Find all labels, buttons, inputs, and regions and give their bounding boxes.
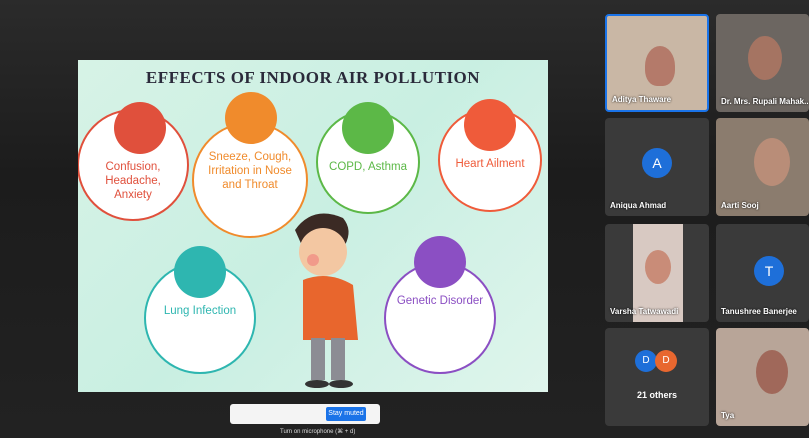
participant-name: Aarti Sooj bbox=[721, 201, 759, 210]
slide-title: EFFECTS OF INDOOR AIR POLLUTION bbox=[78, 68, 548, 88]
participant-tile[interactable]: T Tanushree Banerjee bbox=[716, 224, 809, 322]
shared-slide: EFFECTS OF INDOOR AIR POLLUTION Confusio… bbox=[78, 60, 548, 392]
participant-name: Aditya Thaware bbox=[612, 95, 671, 104]
video-person bbox=[645, 46, 675, 86]
effect-label: COPD, Asthma bbox=[323, 160, 413, 174]
effect-icon bbox=[225, 92, 277, 144]
effect-icon bbox=[114, 102, 166, 154]
video-person bbox=[754, 138, 790, 186]
participant-tile[interactable]: A Aniqua Ahmad bbox=[605, 118, 709, 216]
participant-name: Varsha Tatwawadi bbox=[610, 307, 678, 316]
effect-icon bbox=[414, 236, 466, 288]
mic-prompt: Stay muted bbox=[230, 404, 380, 424]
video-person bbox=[645, 250, 671, 284]
effect-icon bbox=[174, 246, 226, 298]
participant-tile[interactable]: Aarti Sooj bbox=[716, 118, 809, 216]
avatar: D bbox=[635, 350, 657, 372]
participant-tile[interactable]: Tya bbox=[716, 328, 809, 426]
mic-hint: Turn on microphone (⌘ + d) bbox=[280, 428, 355, 435]
others-tile[interactable]: D D 21 others bbox=[605, 328, 709, 426]
participant-tile[interactable]: Varsha Tatwawadi bbox=[605, 224, 709, 322]
cartoon-boy bbox=[273, 200, 383, 390]
participant-tile[interactable]: Dr. Mrs. Rupali Mahak... bbox=[716, 14, 809, 112]
stay-muted-button[interactable]: Stay muted bbox=[326, 407, 366, 421]
effect-label: Confusion, Headache, Anxiety bbox=[87, 160, 179, 202]
avatar: D bbox=[655, 350, 677, 372]
video-person bbox=[748, 36, 782, 80]
participant-name: Tanushree Banerjee bbox=[721, 307, 797, 316]
effect-label: Lung Infection bbox=[155, 304, 245, 318]
effect-label: Genetic Disorder bbox=[395, 294, 485, 308]
effect-label: Heart Ailment bbox=[445, 157, 535, 171]
others-label: 21 others bbox=[605, 390, 709, 400]
effect-icon bbox=[464, 99, 516, 151]
participant-tile[interactable]: Aditya Thaware bbox=[605, 14, 709, 112]
avatar: T bbox=[754, 256, 784, 286]
meeting-screen: EFFECTS OF INDOOR AIR POLLUTION Confusio… bbox=[0, 0, 809, 438]
participant-name: Tya bbox=[721, 411, 734, 420]
video-person bbox=[756, 350, 788, 394]
participant-name: Dr. Mrs. Rupali Mahak... bbox=[721, 97, 809, 106]
effect-label: Sneeze, Cough, Irritation in Nose and Th… bbox=[198, 150, 302, 192]
avatar: A bbox=[642, 148, 672, 178]
participant-name: Aniqua Ahmad bbox=[610, 201, 666, 210]
effect-icon bbox=[342, 102, 394, 154]
